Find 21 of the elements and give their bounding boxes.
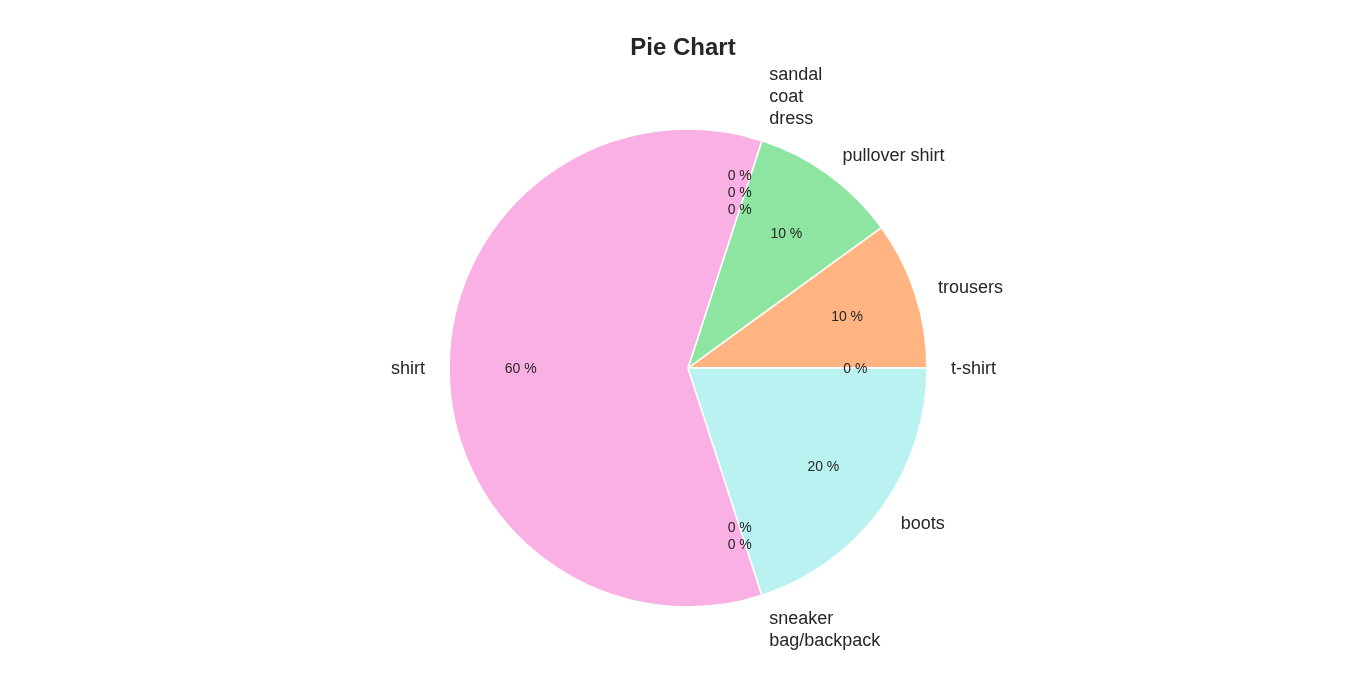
data-label: 60 % xyxy=(504,360,537,376)
slice-label: shirt xyxy=(391,358,426,378)
text: 0 % xyxy=(727,519,752,536)
text: 0 % xyxy=(843,360,868,376)
data-label: 10 % xyxy=(831,308,864,325)
category-label: dress xyxy=(769,107,814,128)
data-label: 20 % xyxy=(807,458,840,475)
category-label: sneaker xyxy=(769,608,834,629)
data-label: 10 % xyxy=(770,224,803,241)
category-label: t-shirt xyxy=(950,358,996,378)
text: 0 % xyxy=(727,183,752,200)
slice-label: pullover shirt xyxy=(842,145,945,166)
category-label: coat xyxy=(769,85,804,106)
chart-title: Pie Chart xyxy=(629,32,737,62)
slice-label: trousers xyxy=(938,276,1004,297)
category-label: bag/backpack xyxy=(769,630,881,651)
slice-label: boots xyxy=(900,512,945,533)
category-label: sandal xyxy=(769,63,823,84)
text: 0 % xyxy=(727,166,752,183)
text: 0 % xyxy=(727,536,752,553)
text: 0 % xyxy=(727,200,752,217)
